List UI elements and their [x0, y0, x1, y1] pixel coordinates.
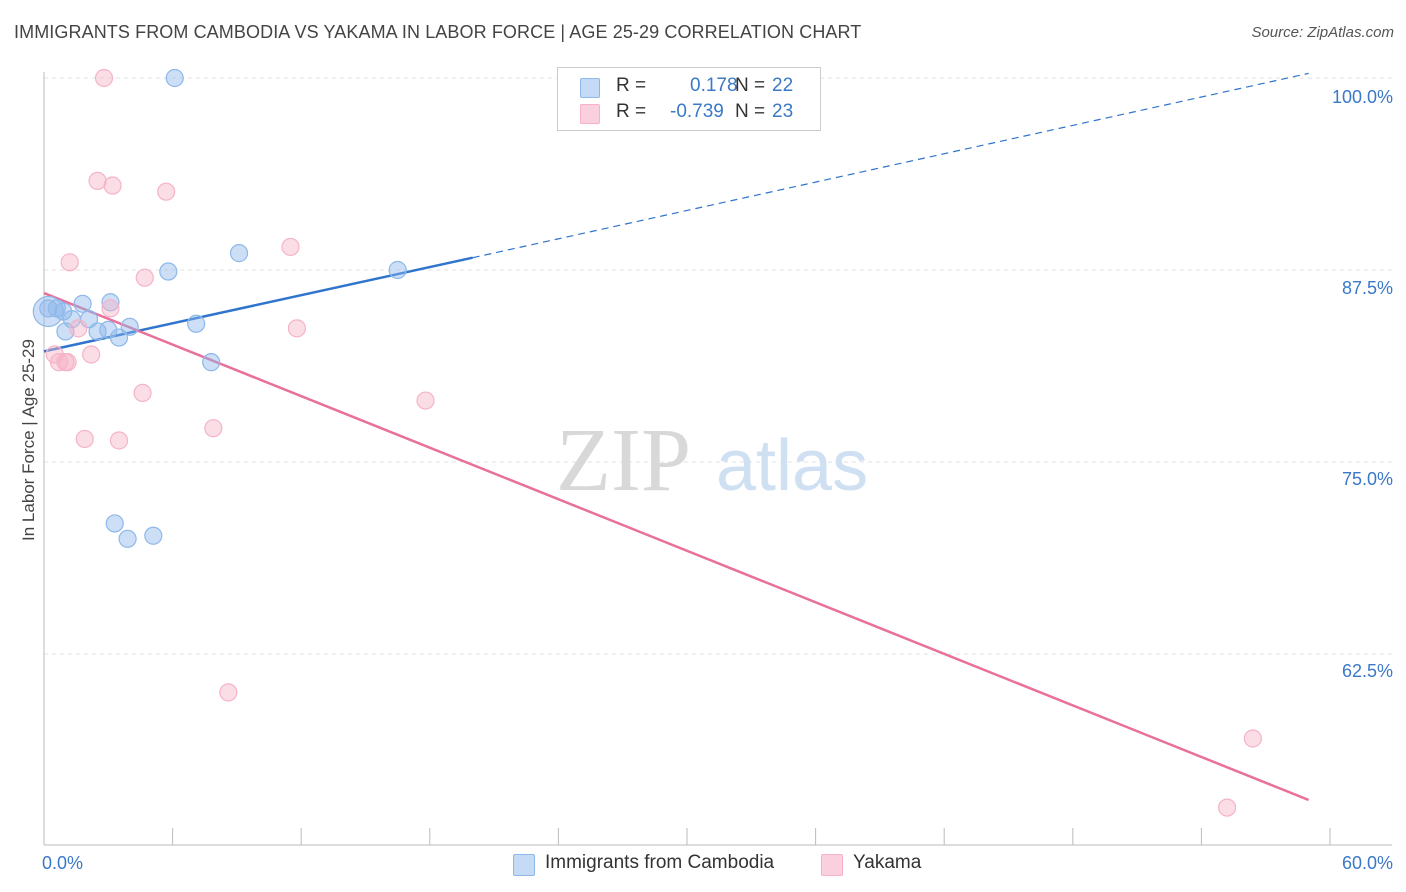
- data-point-yakama: [135, 268, 154, 287]
- data-point-yakama: [94, 68, 114, 88]
- data-point-cambodia: [105, 514, 124, 533]
- data-point-cambodia: [159, 262, 178, 281]
- data-point-yakama: [60, 253, 79, 272]
- data-point-yakama: [56, 353, 75, 372]
- grid-lines: [44, 77, 1392, 655]
- watermark-zip: ZIP: [556, 411, 691, 510]
- legend-swatch-yakama: [580, 104, 600, 124]
- data-point-cambodia: [202, 353, 221, 372]
- legend-n-label: N =: [735, 101, 766, 122]
- legend-n-label: N =: [735, 75, 766, 96]
- data-point-yakama: [1243, 729, 1262, 748]
- y-tick-label-75: 75.0%: [1341, 469, 1393, 489]
- data-point-yakama: [88, 171, 107, 191]
- x-tick-label-min: 0.0%: [42, 853, 84, 873]
- data-point-cambodia: [73, 294, 92, 313]
- data-point-yakama: [416, 391, 435, 410]
- series-legend-swatch-yakama: [821, 854, 843, 876]
- x-tick-label-max: 60.0%: [1341, 853, 1393, 873]
- data-point-yakama: [219, 683, 238, 702]
- source-label: Source: ZipAtlas.com: [1251, 24, 1394, 41]
- trend-lines: [43, 72, 1310, 802]
- data-point-cambodia: [109, 328, 129, 347]
- y-tick-label-87-5: 87.5%: [1341, 278, 1393, 298]
- data-point-yakama: [82, 345, 101, 364]
- data-point-yakama: [281, 237, 300, 257]
- data-point-yakama: [75, 429, 94, 449]
- stats-legend: R = 0.178 N = 22 R = -0.739 N = 23: [557, 67, 821, 131]
- data-point-yakama: [1218, 798, 1237, 817]
- data-point-cambodia: [187, 314, 206, 333]
- legend-r-label: R =: [616, 75, 647, 96]
- y-axis-label: In Labor Force | Age 25-29: [19, 339, 38, 541]
- chart-title: IMMIGRANTS FROM CAMBODIA VS YAKAMA IN LA…: [14, 22, 862, 42]
- data-point-yakama: [157, 182, 176, 201]
- legend-swatch-cambodia: [580, 78, 600, 98]
- data-point-cambodia: [101, 293, 120, 312]
- data-point-cambodia: [144, 526, 163, 545]
- series-legend-swatch-cambodia: [513, 854, 535, 876]
- series-legend-label-cambodia: Immigrants from Cambodia: [545, 852, 775, 873]
- data-point-yakama: [103, 176, 122, 195]
- y-axis-label-wrap: In Labor Force | Age 25-29: [14, 300, 44, 580]
- data-point-cambodia: [118, 529, 137, 548]
- data-point-cambodia: [32, 295, 64, 328]
- series-legend-label-yakama: Yakama: [853, 852, 922, 873]
- axes: [43, 72, 1392, 846]
- data-points: [32, 68, 1262, 817]
- data-point-yakama: [287, 319, 307, 338]
- y-tick-label-100: 100.0%: [1331, 87, 1393, 107]
- trend-line-cambodia-extension: [472, 72, 1309, 259]
- data-point-cambodia: [229, 244, 249, 263]
- data-point-cambodia: [388, 260, 407, 280]
- watermark: ZIP atlas: [556, 411, 868, 510]
- data-point-yakama: [133, 383, 152, 402]
- legend-n-value: 22: [772, 75, 794, 96]
- trend-line-yakama: [43, 291, 1310, 802]
- legend-r-value: -0.739: [670, 101, 724, 122]
- legend-r-label: R =: [616, 101, 647, 122]
- data-point-yakama: [204, 419, 223, 438]
- watermark-atlas: atlas: [716, 426, 868, 506]
- x-axis-ticks: [43, 828, 1331, 845]
- data-point-yakama: [109, 431, 129, 450]
- data-point-cambodia: [165, 68, 184, 88]
- trend-line-cambodia: [43, 256, 473, 353]
- y-tick-label-62-5: 62.5%: [1341, 661, 1393, 681]
- legend-n-value: 23: [772, 101, 794, 122]
- data-point-yakama: [101, 299, 120, 318]
- data-point-yakama: [69, 319, 88, 338]
- data-point-cambodia: [120, 317, 139, 336]
- legend-r-value: 0.178: [690, 75, 738, 96]
